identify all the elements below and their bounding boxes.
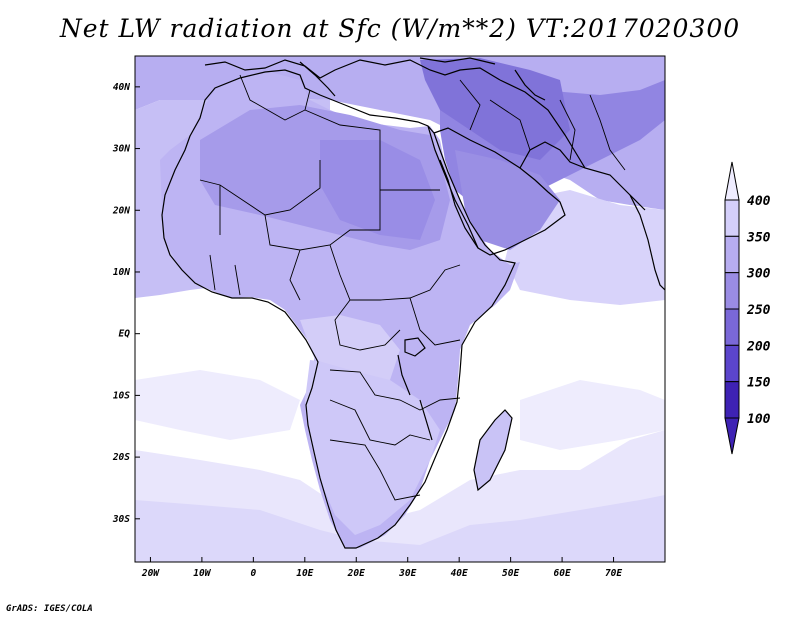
borders: [199, 74, 626, 501]
colorbar-min-triangle: [724, 417, 740, 455]
colorbar-max-triangle: [724, 161, 740, 201]
lake-tanganyika: [397, 354, 411, 396]
colorbar-label: 100: [747, 412, 771, 427]
border-8: [409, 297, 461, 346]
coastlines: [161, 57, 665, 549]
border-18: [559, 99, 576, 161]
border-11: [329, 439, 421, 501]
shaded-field: [135, 56, 665, 562]
lon-tick-label: 20W: [141, 568, 160, 579]
colorbar-label: 250: [746, 303, 771, 318]
southern-band-inner: [135, 495, 665, 562]
lat-tick-label: 20S: [112, 452, 130, 463]
madagascar-coastline: [473, 409, 513, 492]
border-15: [209, 254, 216, 291]
border-4: [329, 244, 461, 301]
border-6: [289, 249, 301, 301]
persian-gulf: [519, 141, 586, 169]
border-14: [234, 264, 241, 296]
colorbar: 400 350 300 250 200 150 100: [724, 161, 771, 455]
india-coastline: [629, 194, 665, 291]
chart-title: Net LW radiation at Sfc (W/m**2) VT:2017…: [59, 14, 741, 43]
border-17: [489, 99, 531, 151]
border-13: [304, 109, 381, 190]
iran-plateau: [420, 58, 570, 160]
lat-tick-label: 40N: [113, 82, 130, 93]
lake-malawi: [419, 399, 433, 441]
lon-tick-label: 10E: [296, 568, 313, 579]
red-sea: [427, 125, 479, 249]
lon-tick-label: 0: [250, 568, 256, 579]
lat-tick-label: 30S: [112, 514, 130, 525]
border-12: [239, 74, 311, 121]
border-7: [334, 299, 401, 351]
border-1: [199, 160, 321, 216]
colorbar-segment: [724, 235, 740, 274]
lat-tick-label: EQ: [119, 329, 131, 340]
arabia-coastline: [433, 127, 566, 256]
colorbar-label: 350: [746, 230, 771, 245]
sahara-core: [320, 140, 435, 240]
colorbar-label: 300: [746, 267, 771, 282]
arabia: [455, 150, 560, 250]
colorbar-segment: [724, 381, 740, 419]
colorbar-segment: [724, 308, 740, 346]
europe-coastline: [204, 59, 501, 81]
lat-tick-label: 20N: [112, 205, 130, 216]
grads-credit: GrADS: IGES/COLA: [6, 604, 93, 614]
border-9: [329, 369, 461, 411]
lon-tick-label: 10W: [193, 568, 211, 579]
plot-frame: [134, 55, 666, 563]
colorbar-label: 200: [746, 339, 771, 354]
black-sea-coastline: [419, 57, 496, 65]
lat-tick-label: 10S: [113, 390, 130, 401]
caspian-coastline: [514, 69, 546, 101]
colorbar-label: 400: [747, 194, 771, 209]
lon-tick-label: 60E: [554, 568, 571, 579]
lon-tick-label: 20E: [347, 568, 365, 579]
lon-tick-label: 70E: [605, 568, 622, 579]
lat-tick-label: 30N: [112, 144, 130, 155]
lon-tick-label: 30E: [398, 568, 416, 579]
africa-coastline: [161, 69, 516, 549]
axis-ticks: 20W 10W 0 10E 20E 30E 40E 50E 60E 70E 40N 30N 20N 10N…: [112, 82, 623, 579]
iran-coastline: [499, 79, 646, 211]
colorbar-label: 150: [747, 376, 771, 391]
madagascar-fill: [474, 410, 512, 490]
lon-tick-label: 50E: [502, 568, 519, 579]
italy-coastline: [299, 61, 336, 97]
colorbar-segment: [724, 344, 740, 383]
colorbar-segment: [724, 199, 740, 237]
border-10: [329, 399, 431, 446]
lake-victoria: [404, 337, 426, 357]
border-16: [459, 79, 481, 131]
colorbar-segment: [724, 272, 740, 310]
indian-ocean-streak: [520, 380, 665, 450]
border-19: [589, 94, 626, 171]
lat-tick-label: 10N: [113, 267, 130, 278]
lon-tick-label: 40E: [451, 568, 468, 579]
south-atlantic-streak: [135, 370, 300, 440]
